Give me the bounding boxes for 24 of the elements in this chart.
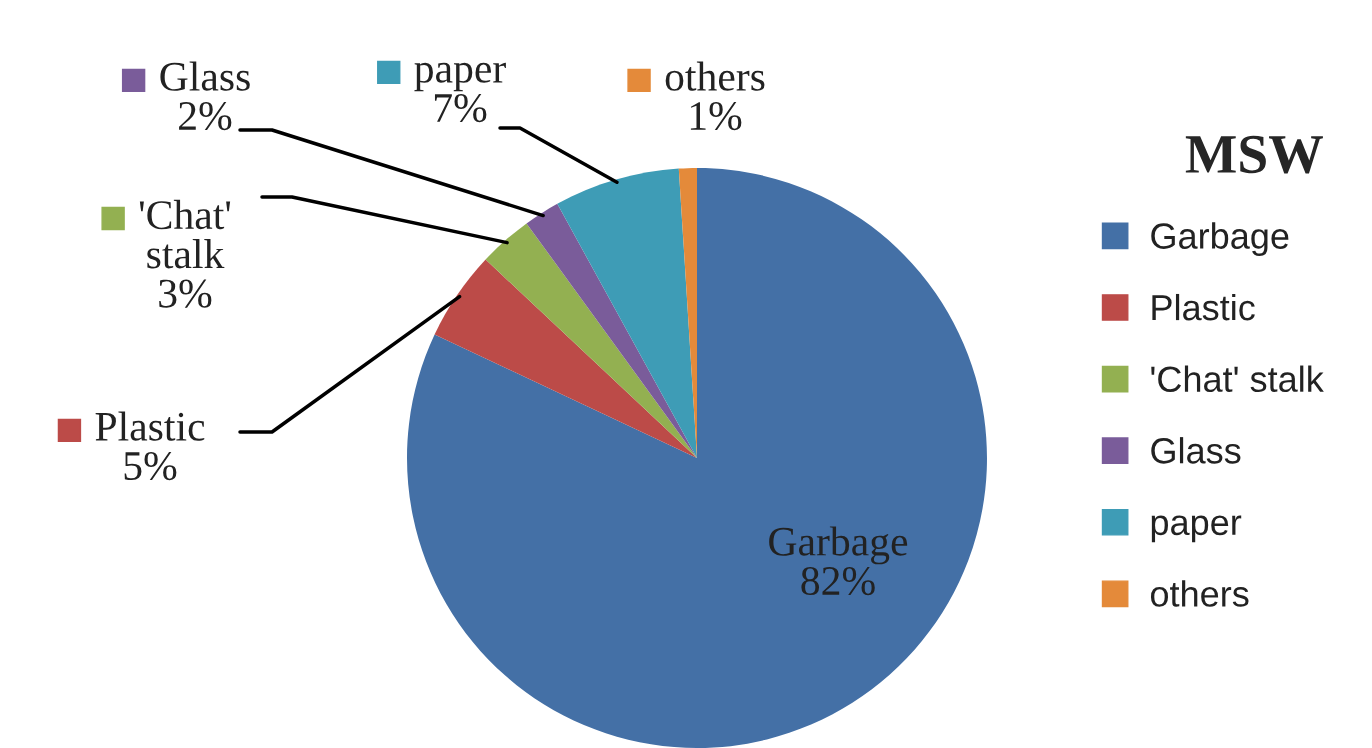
pie-slice: [407, 168, 987, 748]
pie-slice: [434, 259, 697, 458]
pie-slice: [485, 223, 697, 458]
legend-label: 'Chat' stalk: [139, 199, 231, 269]
legend-label: Garbage: [1151, 222, 1289, 257]
legend-label: paper: [414, 62, 506, 92]
data-label: 82%: [801, 566, 875, 596]
data-label: 7%: [434, 93, 487, 123]
data-label: 2%: [179, 101, 232, 131]
pie-slice: [557, 168, 697, 458]
pie-slice: [526, 203, 697, 458]
data-label: 5%: [124, 451, 177, 481]
category-label: 'Chat' stalk: [1151, 365, 1324, 393]
legend-label: Glass: [160, 61, 250, 91]
legend-title: MSW: [1185, 135, 1323, 174]
category-label: others: [1150, 580, 1249, 607]
category-label: paper: [1151, 515, 1242, 543]
data-label: 1%: [690, 101, 742, 131]
legend-label: Plastic: [95, 411, 205, 441]
data-label: 3%: [159, 279, 212, 308]
legend-label: others: [665, 61, 765, 91]
category-label: Glass: [1151, 437, 1241, 464]
category-label: Plastic: [1152, 293, 1255, 321]
slice-label: Garbage: [769, 526, 908, 565]
